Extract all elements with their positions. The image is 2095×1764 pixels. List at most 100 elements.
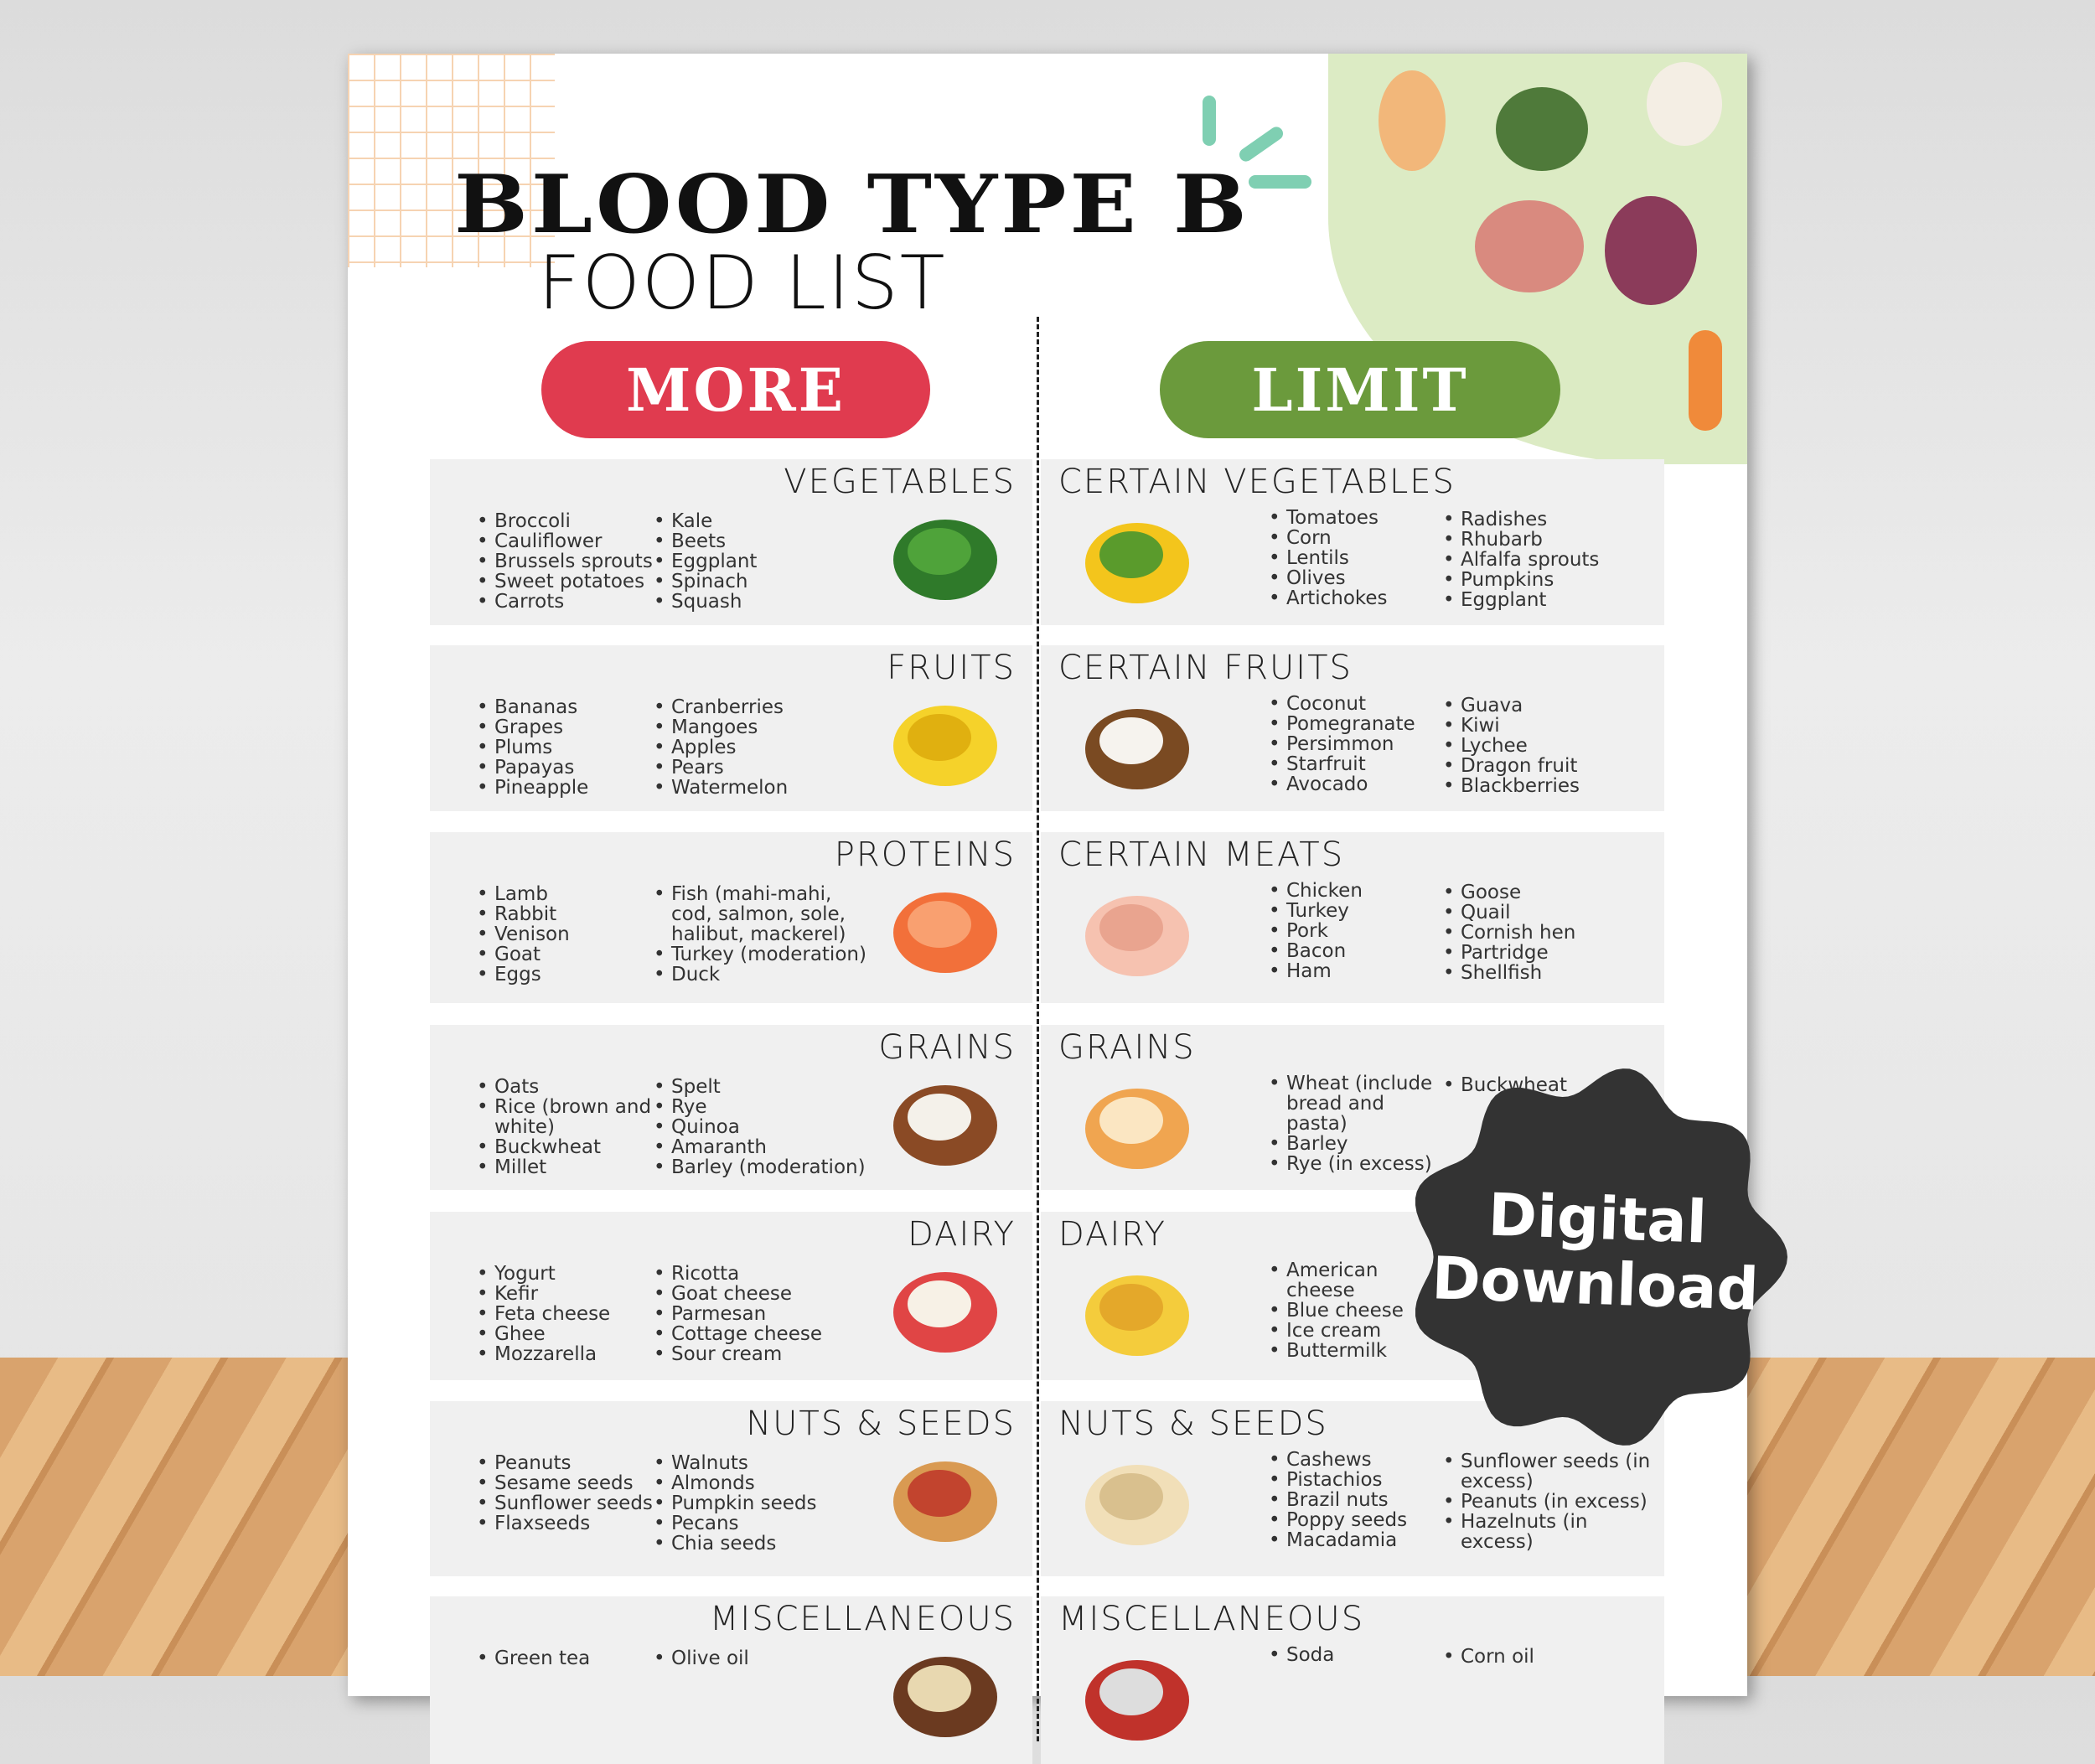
peanut-icon (893, 1461, 997, 1542)
more-section: DAIRY YogurtKefirFeta cheeseGheeMozzarell… (430, 1212, 1032, 1380)
food-item: Apples (654, 737, 872, 758)
food-item: Spinach (654, 572, 872, 592)
accent-dash (1249, 175, 1311, 189)
more-section: GRAINS OatsRice (brown and white)Buckwhea… (430, 1025, 1032, 1190)
food-item: Chicken (1269, 881, 1436, 901)
food-item: Walnuts (654, 1453, 872, 1473)
badge-line-2: Download (1430, 1244, 1761, 1324)
section-heading: NUTS & SEEDS (1058, 1404, 1328, 1443)
food-item: Barley (moderation) (654, 1157, 872, 1177)
limit-section: CERTAIN FRUITS CoconutPomegranatePersimmo… (1041, 645, 1664, 811)
food-item: Pumpkins (1443, 570, 1653, 590)
food-item: Dragon fruit (1443, 756, 1653, 776)
more-section: VEGETABLES BroccoliCauliflowerBrussels sp… (430, 459, 1032, 625)
soda-can-icon (1085, 1660, 1189, 1741)
title-main: BLOOD TYPE B (454, 156, 1250, 252)
limit-pill: LIMIT (1160, 341, 1560, 438)
food-item: Sunflower seeds (in excess) (1443, 1451, 1653, 1492)
section-heading: GRAINS (1058, 1028, 1196, 1067)
chicken-icon (1085, 896, 1189, 976)
food-item: Yogurt (477, 1264, 653, 1284)
food-item: Grapes (477, 717, 653, 737)
food-item: Sweet potatoes (477, 572, 653, 592)
food-item: Starfruit (1269, 754, 1436, 774)
food-item: Ricotta (654, 1264, 872, 1284)
food-item: Blackberries (1443, 776, 1653, 796)
limit-section: NUTS & SEEDS CashewsPistachiosBrazil nuts… (1041, 1401, 1664, 1576)
food-item: Bananas (477, 697, 653, 717)
coconut-icon (1085, 709, 1189, 789)
food-item: Pineapple (477, 778, 653, 798)
spinach-icon (893, 520, 997, 600)
food-item: Goat cheese (654, 1284, 872, 1304)
food-item: Millet (477, 1157, 653, 1177)
food-item: Goat (477, 944, 653, 965)
food-item: Papayas (477, 758, 653, 778)
food-item: Spelt (654, 1077, 872, 1097)
food-item: Ice cream (1269, 1321, 1436, 1341)
parfait-icon (893, 1272, 997, 1353)
section-heading: MISCELLANEOUS (1058, 1600, 1365, 1638)
item-list-1: TomatoesCornLentilsOlivesArtichokes (1269, 508, 1436, 608)
item-list-2: Olive oil (654, 1648, 872, 1668)
food-item: Goose (1443, 882, 1653, 903)
food-item: Rabbit (477, 904, 653, 924)
food-item: Rye (654, 1097, 872, 1117)
food-item: Cottage cheese (654, 1324, 872, 1344)
food-item: Rice (brown and white) (477, 1097, 653, 1137)
food-item: Mangoes (654, 717, 872, 737)
limit-section: CERTAIN MEATSChickenTurkeyPorkBaconHamGo… (1041, 832, 1664, 1003)
food-item: Barley (1269, 1134, 1436, 1154)
section-heading: CERTAIN VEGETABLES (1058, 463, 1456, 501)
section-heading: MISCELLANEOUS (709, 1600, 1016, 1638)
more-section: NUTS & SEEDS PeanutsSesame seedsSunflower… (430, 1401, 1032, 1576)
food-item: Ham (1269, 961, 1436, 981)
food-item: Green tea (477, 1648, 653, 1668)
food-item: Pomegranate (1269, 714, 1436, 734)
digital-download-badge (1415, 1068, 1787, 1446)
food-item: Partridge (1443, 943, 1653, 963)
cashew-icon (1085, 1465, 1189, 1545)
item-list-2: Corn oil (1443, 1647, 1653, 1667)
grid-decoration (348, 54, 555, 267)
food-item: Radishes (1443, 510, 1653, 530)
food-item: Pecans (654, 1513, 872, 1534)
food-item: Quail (1443, 903, 1653, 923)
item-list-2: Sunflower seeds (in excess)Peanuts (in e… (1443, 1451, 1653, 1552)
item-list-1: BroccoliCauliflowerBrussels sproutsSweet… (477, 511, 653, 612)
food-item: Persimmon (1269, 734, 1436, 754)
food-item: Buttermilk (1269, 1341, 1436, 1361)
food-item: Lentils (1269, 548, 1436, 568)
food-item: Cornish hen (1443, 923, 1653, 943)
item-list-2: RicottaGoat cheeseParmesanCottage cheese… (654, 1264, 872, 1364)
limit-section: CERTAIN VEGETABLES TomatoesCornLentilsOli… (1041, 459, 1664, 625)
item-list-1: American cheeseBlue cheeseIce creamButte… (1269, 1260, 1436, 1361)
food-item: Lamb (477, 884, 653, 904)
food-item: Tomatoes (1269, 508, 1436, 528)
food-item: Olives (1269, 568, 1436, 588)
limit-section: MISCELLANEOUS Soda Corn oil (1041, 1596, 1664, 1764)
item-list-2: WalnutsAlmondsPumpkin seedsPecansChia se… (654, 1453, 872, 1554)
food-item: Sesame seeds (477, 1473, 653, 1493)
section-heading: GRAINS (878, 1028, 1016, 1067)
food-item: Venison (477, 924, 653, 944)
more-pill: MORE (541, 341, 930, 438)
food-item: Avocado (1269, 774, 1436, 794)
food-item: Artichokes (1269, 588, 1436, 608)
food-item: Hazelnuts (in excess) (1443, 1512, 1653, 1552)
badge-text: Digital Download (1393, 1179, 1799, 1324)
food-item: Carrots (477, 592, 653, 612)
salmon-icon (893, 892, 997, 973)
food-item: Macadamia (1269, 1530, 1436, 1550)
corn-icon (1085, 523, 1189, 603)
food-list-sheet: BLOOD TYPE B FOOD LIST MORE LIMIT VEGETA… (348, 54, 1747, 1764)
item-list-1: CoconutPomegranatePersimmonStarfruitAvoc… (1269, 694, 1436, 794)
item-list-1: Soda (1269, 1645, 1436, 1665)
item-list-2: CranberriesMangoesApplesPearsWatermelon (654, 697, 872, 798)
food-item: Kale (654, 511, 872, 531)
rice-bowl-icon (893, 1085, 997, 1166)
food-item: Buckwheat (477, 1137, 653, 1157)
food-item: Feta cheese (477, 1304, 653, 1324)
food-item: Quinoa (654, 1117, 872, 1137)
food-item: Turkey (moderation) (654, 944, 872, 965)
